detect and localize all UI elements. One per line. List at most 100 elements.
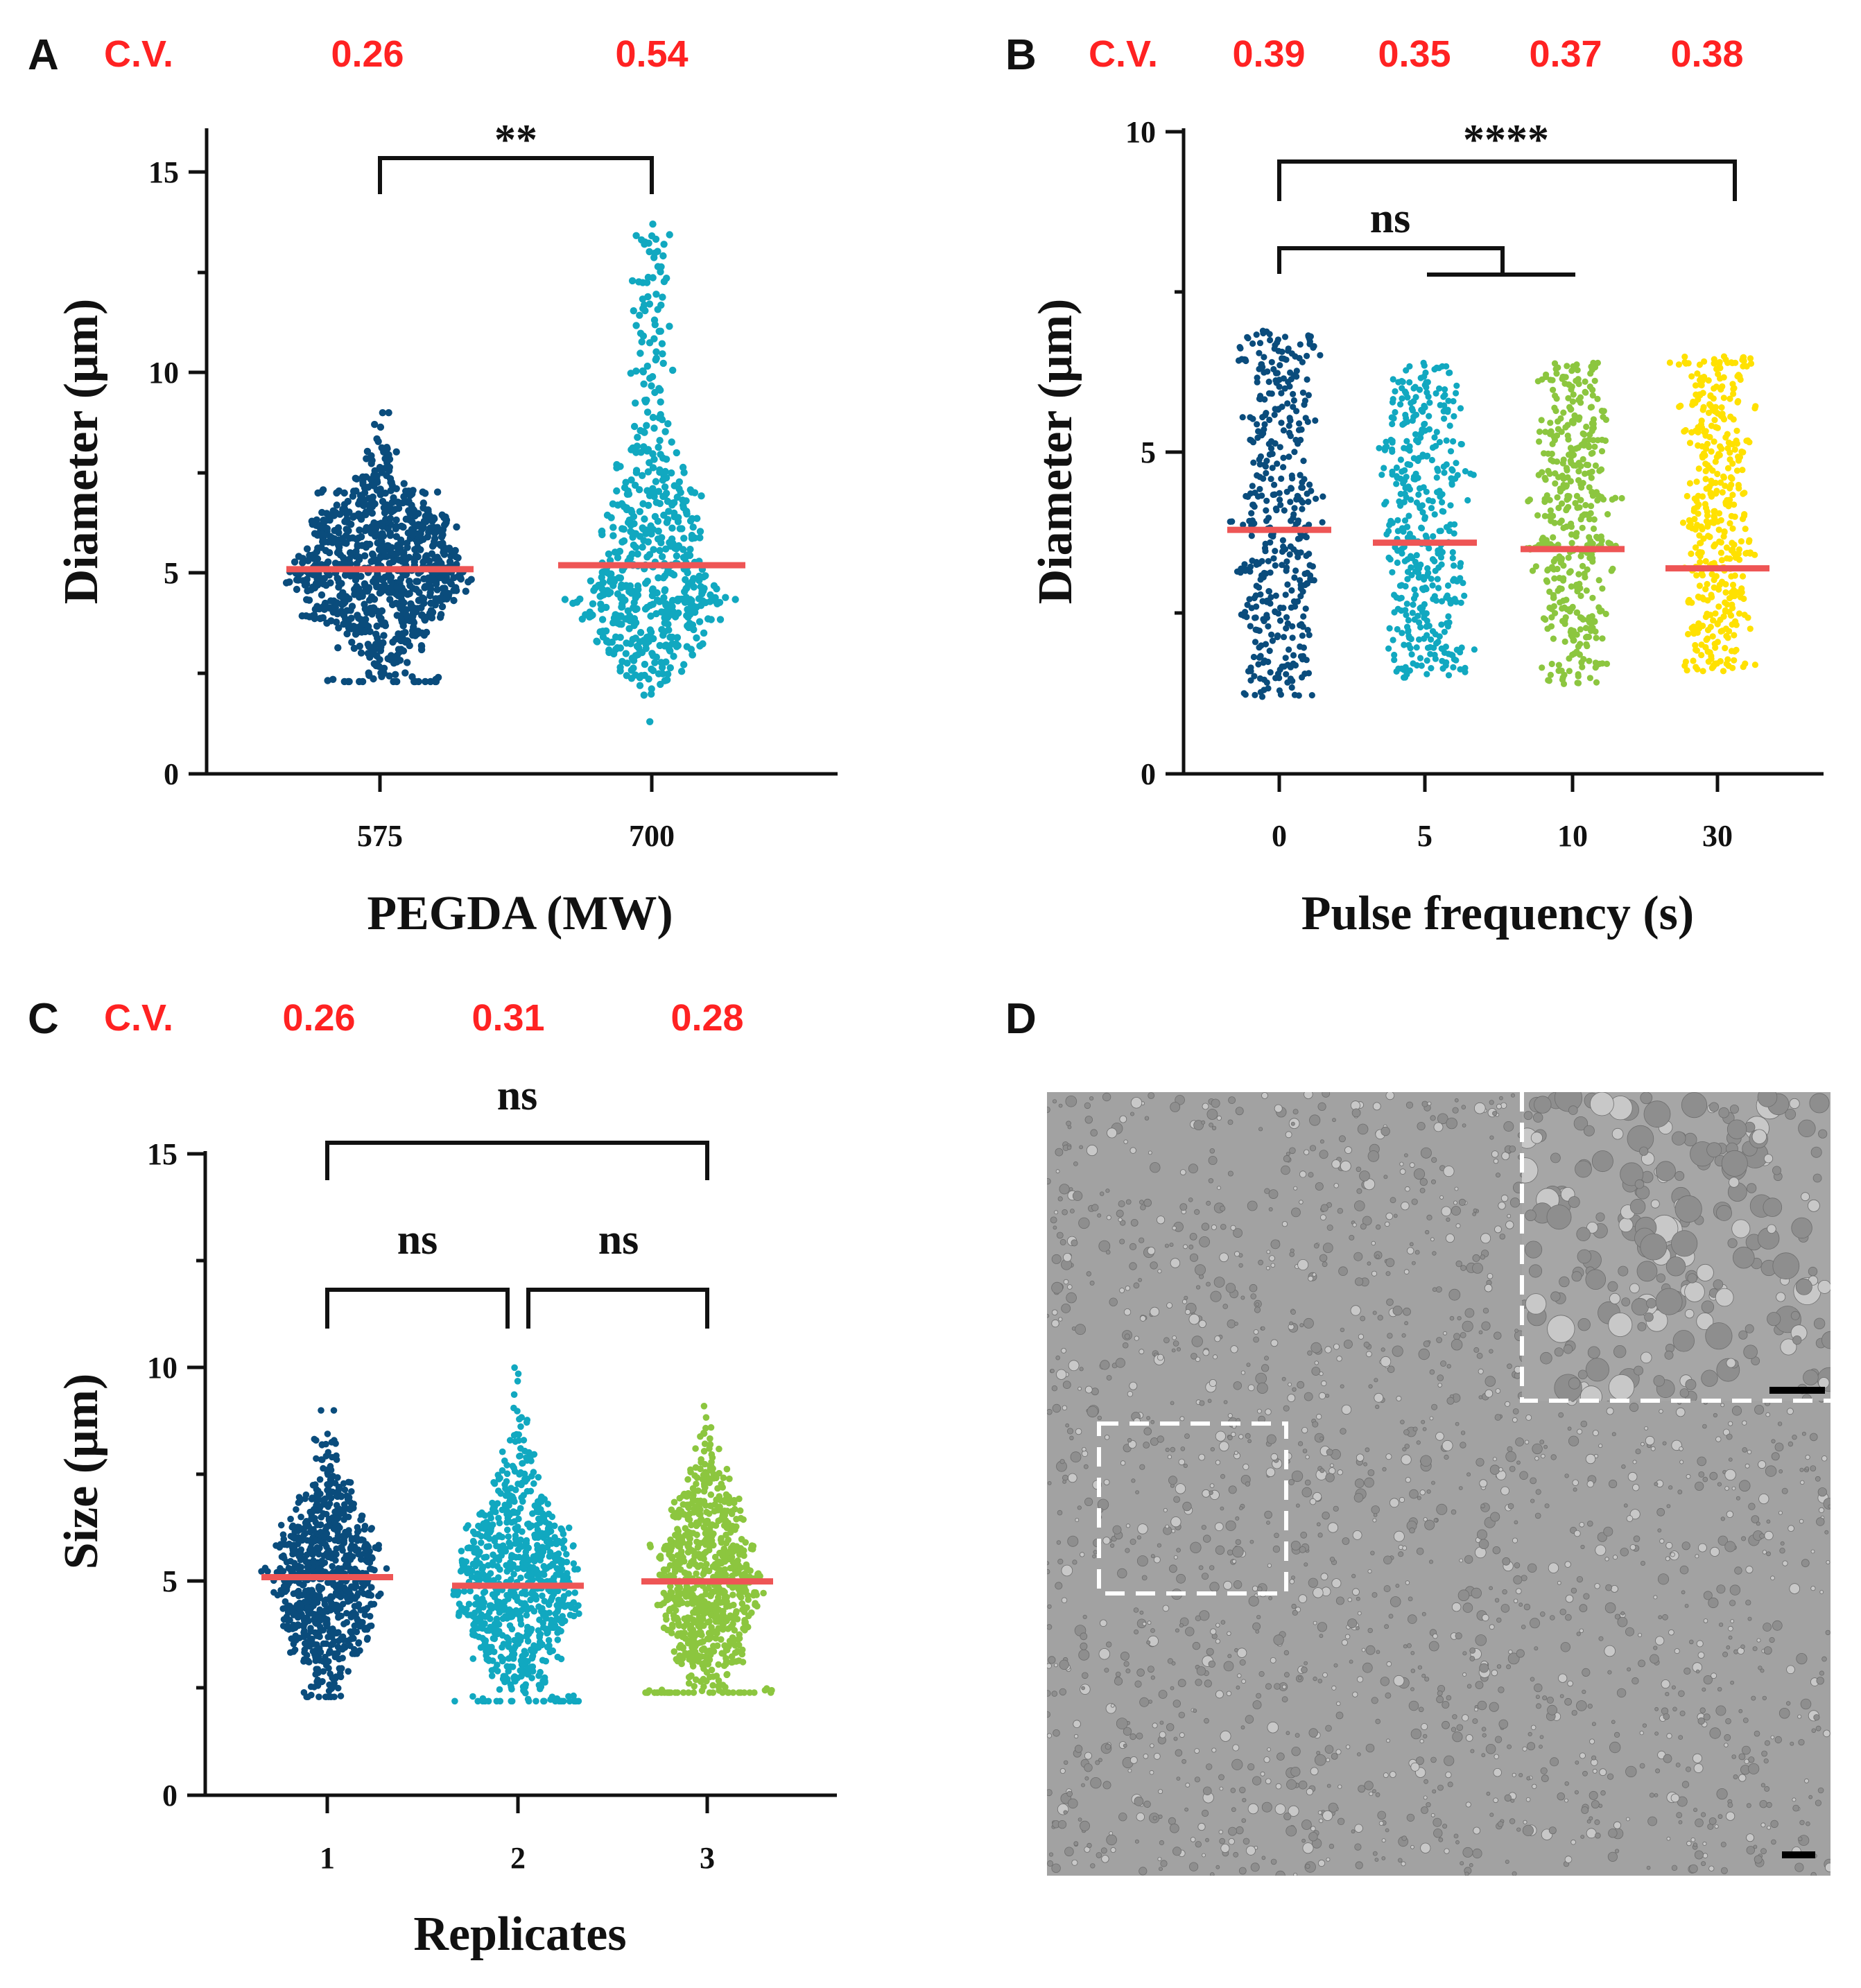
panel-c-cv-label: C.V. xyxy=(104,997,173,1039)
data-point xyxy=(676,596,684,603)
data-point xyxy=(1575,381,1582,388)
data-point xyxy=(352,1595,358,1602)
data-point xyxy=(474,1572,481,1579)
data-point xyxy=(1546,470,1553,477)
data-point xyxy=(1258,693,1266,700)
data-point xyxy=(475,1522,482,1530)
data-point xyxy=(520,1565,528,1573)
data-point xyxy=(609,582,617,589)
data-point xyxy=(1405,628,1412,635)
data-point xyxy=(1583,423,1590,431)
data-point xyxy=(689,651,696,659)
data-point xyxy=(473,1545,481,1552)
data-point xyxy=(1283,625,1290,632)
data-point xyxy=(1265,623,1272,630)
data-point xyxy=(1457,666,1464,673)
data-point xyxy=(1722,645,1729,652)
data-point xyxy=(315,523,323,530)
data-point xyxy=(655,527,662,535)
data-point xyxy=(1588,624,1595,631)
data-point xyxy=(613,487,621,495)
data-point xyxy=(522,1681,529,1688)
data-point xyxy=(345,677,352,686)
data-point xyxy=(334,542,343,549)
data-point xyxy=(476,1560,483,1567)
data-point xyxy=(324,1634,331,1641)
data-point xyxy=(1292,603,1299,610)
data-point xyxy=(1243,614,1250,621)
data-point xyxy=(494,1554,501,1562)
data-point xyxy=(376,639,383,647)
data-point xyxy=(427,599,435,607)
data-point xyxy=(1264,368,1271,375)
data-point xyxy=(527,1596,534,1604)
data-point xyxy=(1747,355,1754,362)
data-point xyxy=(1380,465,1387,472)
data-point xyxy=(612,612,620,619)
data-point xyxy=(680,469,688,476)
data-point xyxy=(1691,516,1698,523)
data-point xyxy=(1279,537,1286,544)
data-point xyxy=(364,1547,371,1555)
data-point xyxy=(523,1537,530,1544)
data-point xyxy=(376,463,384,472)
data-point xyxy=(630,604,637,612)
data-point xyxy=(319,1678,326,1685)
data-point xyxy=(290,1648,297,1655)
data-point xyxy=(651,388,659,397)
data-point xyxy=(1714,470,1721,478)
data-point xyxy=(481,1639,489,1647)
data-point xyxy=(1586,431,1593,438)
data-point xyxy=(510,1650,518,1658)
data-point xyxy=(340,1480,347,1487)
data-point xyxy=(1280,464,1287,471)
data-point xyxy=(1612,494,1619,501)
data-point xyxy=(1428,456,1435,464)
data-point xyxy=(381,619,389,627)
data-point xyxy=(1467,470,1474,477)
data-point xyxy=(1595,577,1602,584)
data-point xyxy=(1688,551,1695,557)
data-point xyxy=(404,591,411,598)
data-point xyxy=(308,1512,315,1519)
data-point xyxy=(1397,490,1404,498)
data-point xyxy=(545,1636,553,1644)
data-point xyxy=(648,382,655,390)
data-point xyxy=(1457,599,1464,606)
data-point xyxy=(1426,399,1433,406)
data-point xyxy=(508,1519,515,1526)
data-point xyxy=(1604,511,1611,518)
data-point xyxy=(1401,444,1408,451)
data-point xyxy=(1282,655,1289,662)
data-point xyxy=(1583,587,1590,594)
data-point xyxy=(324,1471,331,1478)
data-point xyxy=(310,1602,317,1609)
data-point xyxy=(1597,608,1604,615)
data-point xyxy=(499,1542,507,1549)
data-point xyxy=(264,1568,271,1575)
data-point xyxy=(1397,502,1404,509)
data-point xyxy=(1453,390,1460,397)
data-point xyxy=(383,444,391,451)
data-point xyxy=(658,534,666,542)
data-point xyxy=(1726,395,1733,402)
data-point xyxy=(1726,456,1733,463)
data-point xyxy=(1261,618,1267,625)
data-point xyxy=(421,490,429,497)
data-point xyxy=(368,610,376,618)
data-point xyxy=(375,546,383,553)
data-point xyxy=(1297,472,1304,478)
data-point xyxy=(508,1485,514,1492)
data-point xyxy=(499,1615,507,1623)
data-point xyxy=(693,1570,700,1578)
data-point xyxy=(1599,635,1606,642)
data-point xyxy=(1696,548,1703,556)
data-point xyxy=(1306,632,1313,639)
data-point xyxy=(1736,546,1742,553)
data-point xyxy=(637,349,644,357)
data-point xyxy=(1269,637,1276,644)
data-point xyxy=(680,535,688,542)
data-point xyxy=(503,1663,511,1670)
data-point xyxy=(357,515,365,523)
data-point xyxy=(1547,431,1554,438)
